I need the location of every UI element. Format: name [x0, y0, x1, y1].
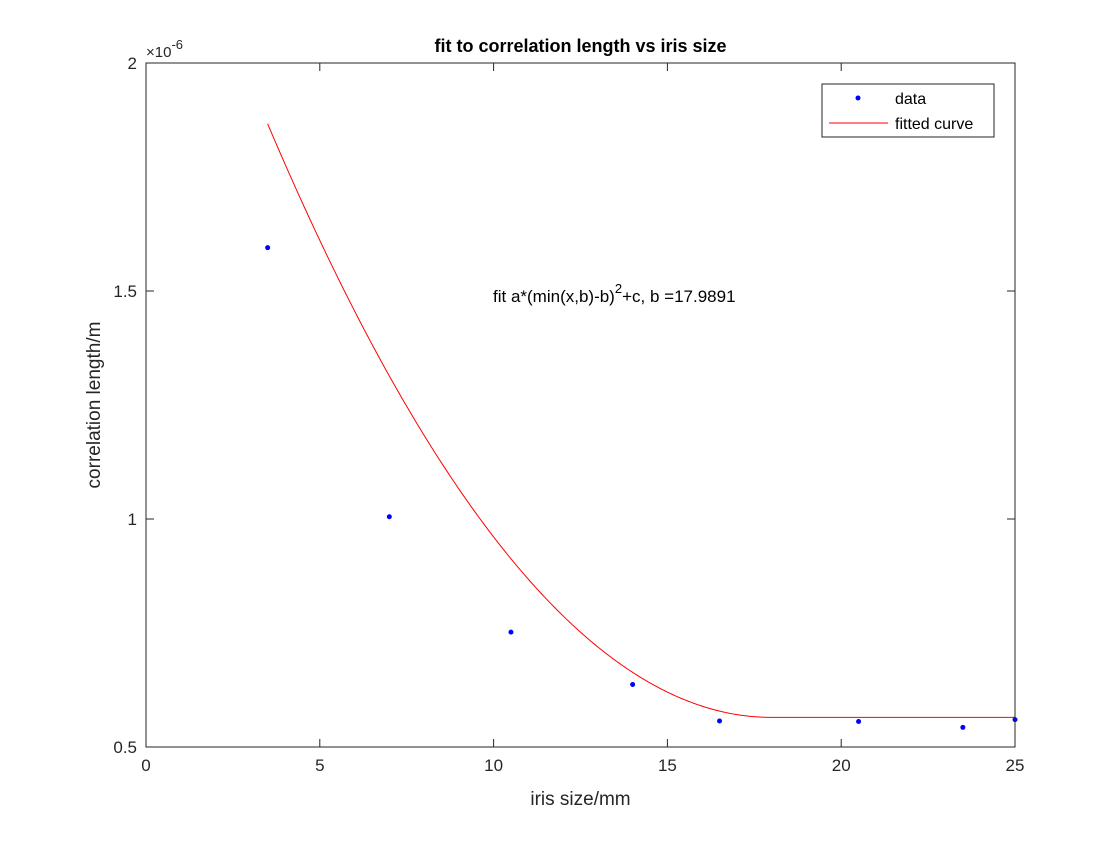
data-point: [265, 245, 271, 251]
data-points-layer: [265, 245, 1018, 730]
y-tick-label: 1: [128, 510, 137, 529]
axes-box: [145, 62, 1016, 748]
fit-annotation-superscript: 2: [615, 281, 622, 296]
fit-annotation-main: fit a*(min(x,b)-b): [493, 287, 615, 306]
y-exponent-power: -6: [171, 37, 183, 52]
y-axis-label: correlation length/m: [84, 322, 105, 489]
legend-data-marker: [855, 95, 861, 101]
legend-box: [821, 83, 995, 138]
y-exponent-prefix: ×10: [146, 44, 171, 61]
y-tick-label: 1.5: [113, 282, 137, 301]
chart-title: fit to correlation length vs iris size: [434, 36, 726, 56]
plot-area: [146, 63, 1015, 747]
legend-label-data: data: [895, 91, 926, 108]
legend-label-fitted-curve: fitted curve: [895, 116, 973, 133]
x-axis-label: iris size/mm: [530, 789, 630, 810]
legend: data fitted curve: [821, 83, 995, 138]
y-tick-label: 2: [128, 54, 137, 73]
fitted-curve-layer: [267, 123, 1015, 718]
x-tick-label: 20: [832, 756, 851, 775]
data-point: [856, 718, 862, 724]
data-point: [717, 718, 723, 724]
fit-annotation-tail: +c, b =17.9891: [622, 287, 735, 306]
data-point: [508, 629, 514, 635]
y-exponent-label: ×10-6: [146, 37, 183, 61]
y-tick-label: 0.5: [113, 738, 137, 757]
x-tick-label: 10: [484, 756, 503, 775]
x-tick-label: 15: [658, 756, 677, 775]
data-point: [630, 682, 636, 688]
x-tick-label: 0: [141, 756, 150, 775]
x-tick-label: 25: [1006, 756, 1025, 775]
data-point: [960, 724, 966, 730]
fit-annotation: fit a*(min(x,b)-b)2+c, b =17.9891: [493, 281, 736, 306]
data-point: [386, 514, 392, 520]
tick-group: 0 5 10 15 20 25 0.5 1 1.5 2: [113, 54, 1024, 775]
fitted-curve-line: [267, 123, 1015, 718]
x-tick-label: 5: [315, 756, 324, 775]
